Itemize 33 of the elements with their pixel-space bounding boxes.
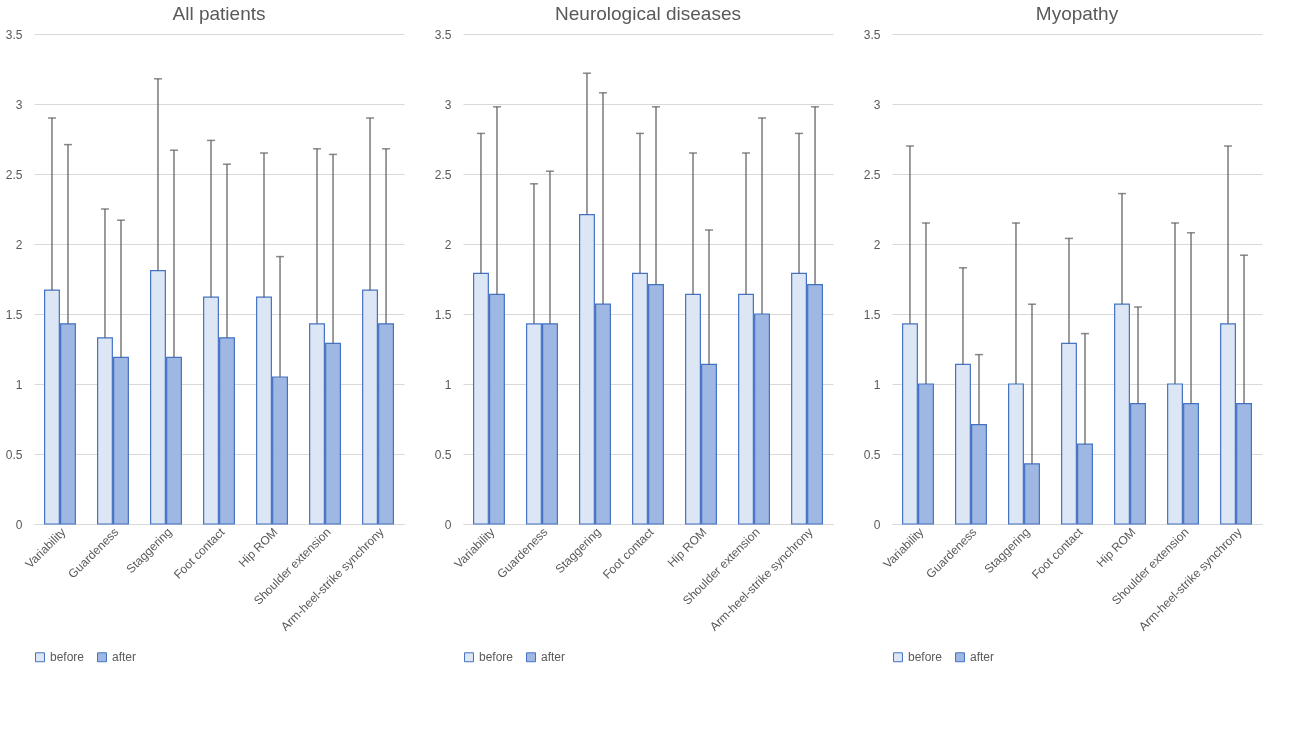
y-tick-label: 1: [873, 377, 881, 392]
legend-label: before: [908, 650, 943, 665]
y-tick-label: 0.5: [5, 447, 23, 462]
legend-label: before: [479, 650, 514, 665]
y-tick-label: 1: [444, 377, 452, 392]
y-tick-label: 3.5: [863, 27, 881, 42]
y-tick-label: 2.5: [863, 167, 881, 182]
y-tick-label: 2: [873, 237, 881, 252]
y-tick-label: 0: [873, 517, 881, 532]
y-tick-label: 3: [444, 97, 452, 112]
y-tick-label: 1.5: [434, 307, 452, 322]
y-tick-label: 1.5: [5, 307, 23, 322]
y-tick-label: 0: [444, 517, 452, 532]
y-tick-label: 0.5: [434, 447, 452, 462]
legend-label: after: [112, 650, 137, 665]
legend-label: after: [541, 650, 566, 665]
y-tick-label: 3: [873, 97, 881, 112]
legend-label: before: [50, 650, 85, 665]
y-tick-label: 2.5: [5, 167, 23, 182]
y-tick-label: 2.5: [434, 167, 452, 182]
y-tick-label: 1: [15, 377, 23, 392]
chart-title: Myopathy: [1035, 3, 1119, 24]
chart-title: All patients: [172, 3, 266, 24]
legend-label: after: [970, 650, 995, 665]
y-tick-label: 0: [15, 517, 23, 532]
y-tick-label: 3.5: [434, 27, 452, 42]
y-tick-label: 0.5: [863, 447, 881, 462]
y-tick-label: 1.5: [863, 307, 881, 322]
y-tick-label: 2: [444, 237, 452, 252]
chart-title: Neurological diseases: [555, 3, 741, 24]
y-tick-label: 2: [15, 237, 23, 252]
y-tick-label: 3.5: [5, 27, 23, 42]
y-tick-label: 3: [15, 97, 23, 112]
